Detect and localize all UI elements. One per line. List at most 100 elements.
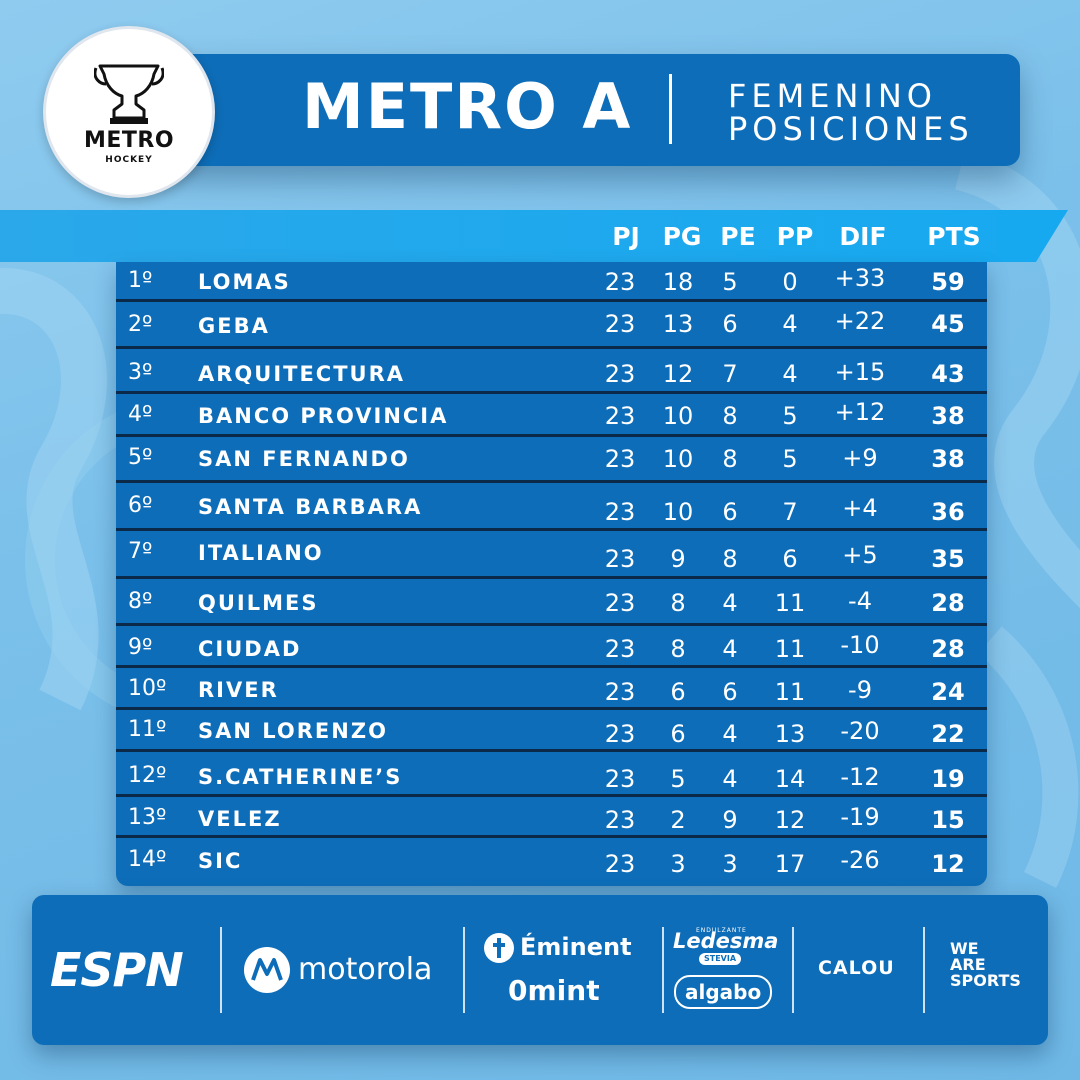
table-row: 4º BANCO PROVINCIA 23 10 8 5 +12 38 xyxy=(116,394,987,437)
team-cell: SAN LORENZO xyxy=(198,719,388,743)
pts-cell: 28 xyxy=(931,635,965,663)
pe-cell: 8 xyxy=(722,402,738,430)
pj-cell: 23 xyxy=(604,635,636,663)
pp-cell: 7 xyxy=(782,498,798,526)
dif-cell: -20 xyxy=(840,717,880,745)
team-cell: SANTA BARBARA xyxy=(198,495,423,519)
dif-cell: +15 xyxy=(834,358,886,386)
pe-cell: 4 xyxy=(722,720,738,748)
row-divider xyxy=(116,576,987,579)
column-header-pj: PJ xyxy=(612,222,640,251)
pts-cell: 24 xyxy=(931,678,965,706)
dif-cell: +4 xyxy=(842,494,878,522)
pts-cell: 36 xyxy=(931,498,965,526)
pp-cell: 5 xyxy=(782,402,798,430)
motorola-batwing-icon xyxy=(244,947,290,993)
position-cell: 2º xyxy=(128,312,153,337)
dif-cell: -26 xyxy=(840,846,880,874)
pj-cell: 23 xyxy=(604,310,636,338)
pts-cell: 38 xyxy=(931,402,965,430)
pg-cell: 8 xyxy=(670,635,686,663)
pts-cell: 15 xyxy=(931,806,965,834)
ledesma-tagline: ENDULZANTE xyxy=(696,927,747,934)
pp-cell: 5 xyxy=(782,445,798,473)
pe-cell: 4 xyxy=(722,589,738,617)
page-title: METRO A xyxy=(302,70,633,143)
row-divider xyxy=(116,665,987,668)
pe-cell: 9 xyxy=(722,806,738,834)
table-row: 9º CIUDAD 23 8 4 11 -10 28 xyxy=(116,626,987,668)
table-row: 10º RIVER 23 6 6 11 -9 24 xyxy=(116,668,987,710)
stevia-badge: STEVIA xyxy=(699,953,742,965)
column-header-pe: PE xyxy=(720,222,756,251)
pts-cell: 19 xyxy=(931,765,965,793)
pj-cell: 23 xyxy=(604,806,636,834)
table-row: 13º VELEZ 23 2 9 12 -19 15 xyxy=(116,797,987,838)
pe-cell: 3 xyxy=(722,850,738,878)
position-cell: 8º xyxy=(128,589,153,614)
pg-cell: 5 xyxy=(670,765,686,793)
pj-cell: 23 xyxy=(604,765,636,793)
position-cell: 13º xyxy=(128,805,167,830)
pg-cell: 2 xyxy=(670,806,686,834)
pg-cell: 10 xyxy=(662,445,694,473)
row-divider xyxy=(116,480,987,483)
pp-cell: 6 xyxy=(782,545,798,573)
pp-cell: 11 xyxy=(774,678,806,706)
standings-table: 1º LOMAS 23 18 5 0 +33 59 2º GEBA 23 13 … xyxy=(116,262,987,886)
pe-cell: 5 xyxy=(722,268,738,296)
sponsor-divider xyxy=(463,927,465,1013)
row-divider xyxy=(116,835,987,838)
position-cell: 11º xyxy=(128,717,167,742)
position-cell: 14º xyxy=(128,847,167,872)
logo-subtext: HOCKEY xyxy=(105,154,153,165)
table-row: 5º SAN FERNANDO 23 10 8 5 +9 38 xyxy=(116,437,987,483)
column-header-pts: PTS xyxy=(927,222,981,251)
metro-hockey-logo: METRO HOCKEY xyxy=(43,26,215,198)
row-divider xyxy=(116,707,987,710)
pg-cell: 3 xyxy=(670,850,686,878)
sponsor-divider xyxy=(792,927,794,1013)
pg-cell: 6 xyxy=(670,678,686,706)
team-cell: S.CATHERINE’S xyxy=(198,765,403,789)
row-divider xyxy=(116,749,987,752)
sponsors-bar: ESPN motorola Éminent 0mint ENDULZANTE L… xyxy=(32,895,1048,1045)
pg-cell: 12 xyxy=(662,360,694,388)
pp-cell: 4 xyxy=(782,360,798,388)
team-cell: QUILMES xyxy=(198,591,319,615)
pp-cell: 11 xyxy=(774,635,806,663)
position-cell: 6º xyxy=(128,493,153,518)
title-divider xyxy=(669,74,672,144)
ledesma-logo: Ledesma xyxy=(673,929,779,953)
pj-cell: 23 xyxy=(604,498,636,526)
pj-cell: 23 xyxy=(604,720,636,748)
row-divider xyxy=(116,299,987,302)
pj-cell: 23 xyxy=(604,589,636,617)
pj-cell: 23 xyxy=(604,360,636,388)
pp-cell: 4 xyxy=(782,310,798,338)
pts-cell: 38 xyxy=(931,445,965,473)
dif-cell: -12 xyxy=(840,763,880,791)
sponsor-divider xyxy=(662,927,664,1013)
we-are-sports-line-2: ARE xyxy=(950,955,986,974)
pe-cell: 8 xyxy=(722,545,738,573)
page-subtitle: FEMENINO POSICIONES xyxy=(728,80,974,146)
column-header-pg: PG xyxy=(662,222,702,251)
subtitle-line-1: FEMENINO xyxy=(728,77,937,115)
pe-cell: 6 xyxy=(722,310,738,338)
pe-cell: 8 xyxy=(722,445,738,473)
table-row: 8º QUILMES 23 8 4 11 -4 28 xyxy=(116,579,987,626)
algabo-logo: algabo xyxy=(674,975,773,1009)
dif-cell: +5 xyxy=(842,541,878,569)
column-header-dif: DIF xyxy=(839,222,887,251)
position-cell: 3º xyxy=(128,360,153,385)
table-row: 11º SAN LORENZO 23 6 4 13 -20 22 xyxy=(116,710,987,752)
header-banner: METRO A FEMENINO POSICIONES xyxy=(150,54,1020,166)
pts-cell: 45 xyxy=(931,310,965,338)
sponsor-divider xyxy=(220,927,222,1013)
table-row: 1º LOMAS 23 18 5 0 +33 59 xyxy=(116,262,987,302)
team-cell: VELEZ xyxy=(198,807,282,831)
dif-cell: -4 xyxy=(848,587,872,615)
position-cell: 10º xyxy=(128,676,167,701)
row-divider xyxy=(116,391,987,394)
